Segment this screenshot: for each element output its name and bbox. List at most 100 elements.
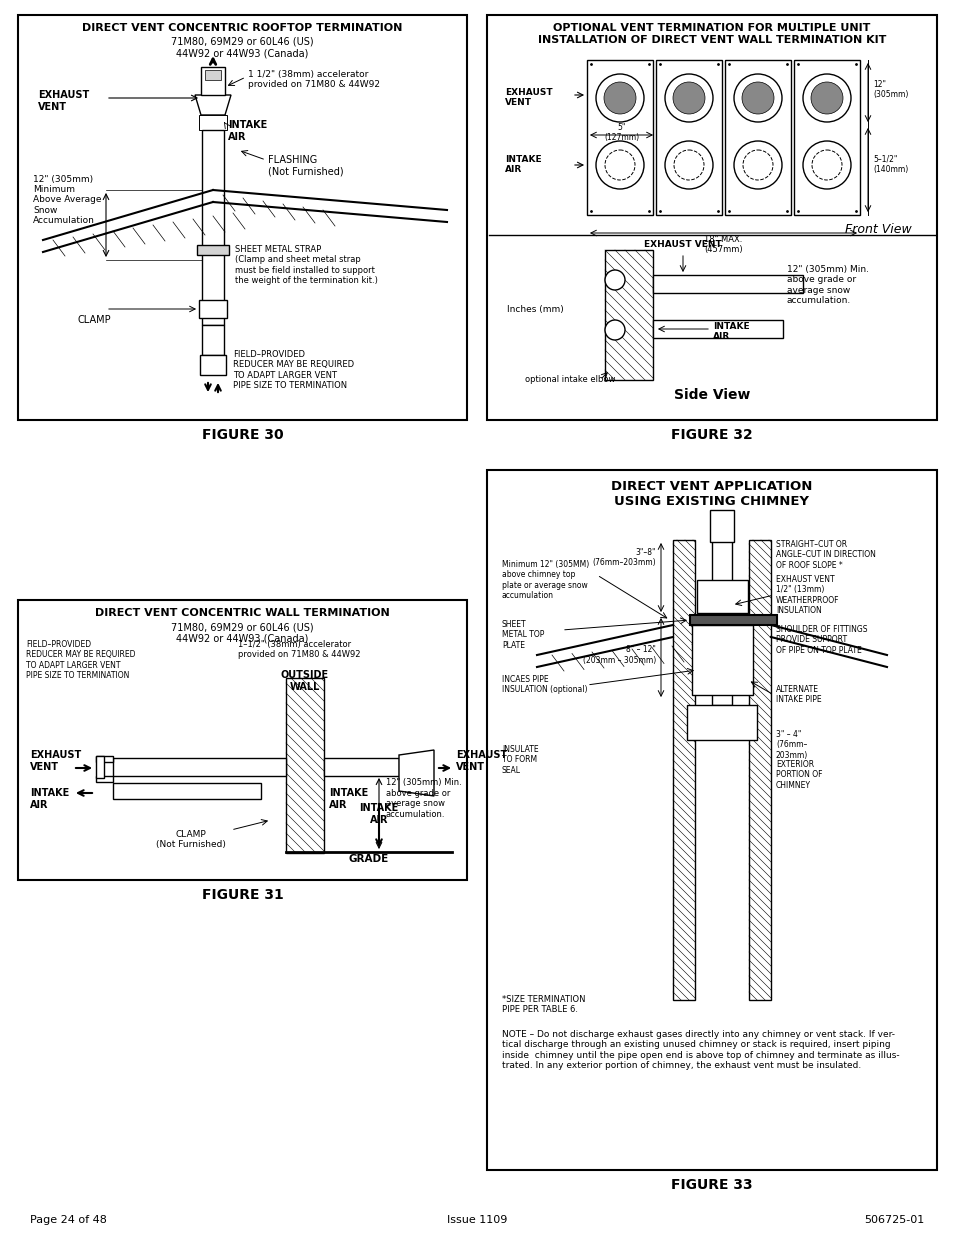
Text: EXHAUST VENT
1/2" (13mm)
WEATHERPROOF
INSULATION: EXHAUST VENT 1/2" (13mm) WEATHERPROOF IN… (775, 576, 839, 615)
Text: INCAES PIPE
INSULATION (optional): INCAES PIPE INSULATION (optional) (501, 676, 587, 694)
Circle shape (810, 82, 842, 114)
Circle shape (604, 270, 624, 290)
Bar (709, 510, 733, 542)
Text: 12"
(305mm): 12" (305mm) (872, 80, 907, 99)
Text: 12" (305mm) Min.
above grade or
average snow
accumulation.: 12" (305mm) Min. above grade or average … (386, 778, 461, 819)
Bar (793, 61, 859, 215)
Polygon shape (194, 95, 231, 115)
Text: INTAKE
AIR: INTAKE AIR (30, 788, 70, 810)
Text: Side View: Side View (673, 388, 749, 403)
Bar (112, 783, 261, 799)
Bar (711, 540, 731, 613)
Text: optional intake elbow: optional intake elbow (524, 375, 615, 384)
Text: DIRECT VENT APPLICATION
USING EXISTING CHIMNEY: DIRECT VENT APPLICATION USING EXISTING C… (611, 480, 812, 508)
Bar (656, 61, 721, 215)
Bar (486, 15, 936, 420)
Text: Front View: Front View (844, 224, 911, 236)
Text: FIELD–PROVIDED
REDUCER MAY BE REQUIRED
TO ADAPT LARGER VENT
PIPE SIZE TO TERMINA: FIELD–PROVIDED REDUCER MAY BE REQUIRED T… (26, 640, 135, 680)
Circle shape (664, 74, 712, 122)
Bar (691, 625, 752, 695)
Circle shape (811, 149, 841, 180)
Bar (202, 325, 224, 354)
Text: 3" – 4"
(76mm–
203mm): 3" – 4" (76mm– 203mm) (775, 730, 807, 760)
Text: EXHAUST
VENT: EXHAUST VENT (504, 88, 552, 107)
Circle shape (596, 74, 643, 122)
Circle shape (802, 141, 850, 189)
Text: DIRECT VENT CONCENTRIC ROOFTOP TERMINATION: DIRECT VENT CONCENTRIC ROOFTOP TERMINATI… (82, 23, 402, 33)
Bar (96, 756, 112, 762)
Bar (286, 678, 324, 853)
Bar (586, 61, 652, 215)
Text: INSULATE
TO FORM
SEAL: INSULATE TO FORM SEAL (501, 745, 538, 774)
Bar (18, 600, 467, 881)
Text: 71M80, 69M29 or 60L46 (US)
44W92 or 44W93 (Canada): 71M80, 69M29 or 60L46 (US) 44W92 or 44W9… (171, 622, 314, 643)
Circle shape (741, 82, 773, 114)
Text: FIGURE 32: FIGURE 32 (670, 429, 752, 442)
Bar (96, 776, 112, 782)
Text: CLAMP
(Not Furnished): CLAMP (Not Furnished) (156, 830, 226, 850)
Bar (686, 705, 757, 740)
Text: FIELD–PROVIDED
REDUCER MAY BE REQUIRED
TO ADAPT LARGER VENT
PIPE SIZE TO TERMINA: FIELD–PROVIDED REDUCER MAY BE REQUIRED T… (233, 350, 354, 390)
Bar (96, 756, 104, 778)
Text: Minimum 12" (305MM)
above chimney top
plate or average snow
accumulation: Minimum 12" (305MM) above chimney top pl… (501, 559, 589, 600)
Text: FIGURE 30: FIGURE 30 (201, 429, 283, 442)
Text: INTAKE
AIR: INTAKE AIR (712, 322, 749, 341)
Circle shape (596, 141, 643, 189)
Text: Issue 1109: Issue 1109 (446, 1215, 507, 1225)
Bar (202, 130, 224, 325)
Text: FIGURE 33: FIGURE 33 (671, 1178, 752, 1192)
Bar (199, 300, 227, 317)
Bar (324, 758, 398, 776)
Bar (652, 275, 802, 293)
Bar (689, 615, 776, 625)
Text: 5–1/2"
(140mm): 5–1/2" (140mm) (872, 156, 907, 174)
Bar (724, 61, 790, 215)
Circle shape (733, 141, 781, 189)
Text: DIRECT VENT CONCENTRIC WALL TERMINATION: DIRECT VENT CONCENTRIC WALL TERMINATION (95, 608, 390, 618)
Text: 1–1/2" (38mm) accelerator
provided on 71M80 & 44W92: 1–1/2" (38mm) accelerator provided on 71… (237, 640, 360, 659)
Text: OPTIONAL VENT TERMINATION FOR MULTIPLE UNIT
INSTALLATION OF DIRECT VENT WALL TER: OPTIONAL VENT TERMINATION FOR MULTIPLE U… (537, 23, 885, 44)
Text: STRAIGHT–CUT OR
ANGLE–CUT IN DIRECTION
OF ROOF SLOPE *: STRAIGHT–CUT OR ANGLE–CUT IN DIRECTION O… (775, 540, 875, 569)
Text: ALTERNATE
INTAKE PIPE: ALTERNATE INTAKE PIPE (775, 685, 821, 704)
Bar (205, 70, 221, 80)
Bar (711, 625, 731, 705)
Text: *SIZE TERMINATION
PIPE PER TABLE 6.: *SIZE TERMINATION PIPE PER TABLE 6. (501, 995, 585, 1014)
Circle shape (742, 149, 772, 180)
Circle shape (733, 74, 781, 122)
Text: SHEET METAL STRAP
(Clamp and sheet metal strap
must be field installed to suppor: SHEET METAL STRAP (Clamp and sheet metal… (234, 245, 377, 285)
Text: NOTE – Do not discharge exhaust gases directly into any chimney or vent stack. I: NOTE – Do not discharge exhaust gases di… (501, 1030, 899, 1071)
Text: INTAKE
AIR: INTAKE AIR (329, 788, 368, 810)
Text: OUTSIDE
WALL: OUTSIDE WALL (280, 671, 329, 692)
Circle shape (604, 149, 635, 180)
Bar (652, 320, 782, 338)
Text: 71M80, 69M29 or 60L46 (US)
44W92 or 44W93 (Canada): 71M80, 69M29 or 60L46 (US) 44W92 or 44W9… (171, 37, 314, 58)
Text: 8" – 12"
(203mm – 305mm): 8" – 12" (203mm – 305mm) (582, 646, 656, 664)
Bar (604, 249, 652, 380)
Text: SHOULDER OF FITTINGS
PROVIDE SUPPORT
OF PIPE ON TOP PLATE: SHOULDER OF FITTINGS PROVIDE SUPPORT OF … (775, 625, 866, 655)
Text: 18" MAX.
(457mm): 18" MAX. (457mm) (703, 235, 742, 254)
Polygon shape (398, 750, 434, 797)
Text: CLAMP: CLAMP (78, 315, 112, 325)
Text: GRADE: GRADE (349, 853, 389, 864)
Text: INTAKE
AIR: INTAKE AIR (359, 803, 398, 825)
Text: 506725-01: 506725-01 (862, 1215, 923, 1225)
Circle shape (673, 149, 703, 180)
Text: Inches (mm): Inches (mm) (506, 305, 563, 314)
Text: EXTERIOR
PORTION OF
CHIMNEY: EXTERIOR PORTION OF CHIMNEY (775, 760, 821, 790)
Bar (672, 540, 695, 1000)
Text: Page 24 of 48: Page 24 of 48 (30, 1215, 107, 1225)
Text: INTAKE
AIR: INTAKE AIR (228, 120, 267, 142)
Circle shape (802, 74, 850, 122)
Text: EXHAUST
VENT: EXHAUST VENT (38, 90, 90, 111)
Text: 5"
(127mm): 5" (127mm) (603, 124, 639, 142)
Text: FIGURE 31: FIGURE 31 (201, 888, 283, 902)
Circle shape (672, 82, 704, 114)
Bar (199, 115, 227, 130)
Text: EXHAUST
VENT: EXHAUST VENT (30, 750, 81, 772)
Bar (201, 67, 225, 95)
Text: EXHAUST
VENT: EXHAUST VENT (456, 750, 507, 772)
Text: FLASHING
(Not Furnished): FLASHING (Not Furnished) (268, 156, 343, 177)
Bar (112, 758, 286, 776)
Bar (697, 580, 747, 613)
Bar (200, 354, 226, 375)
